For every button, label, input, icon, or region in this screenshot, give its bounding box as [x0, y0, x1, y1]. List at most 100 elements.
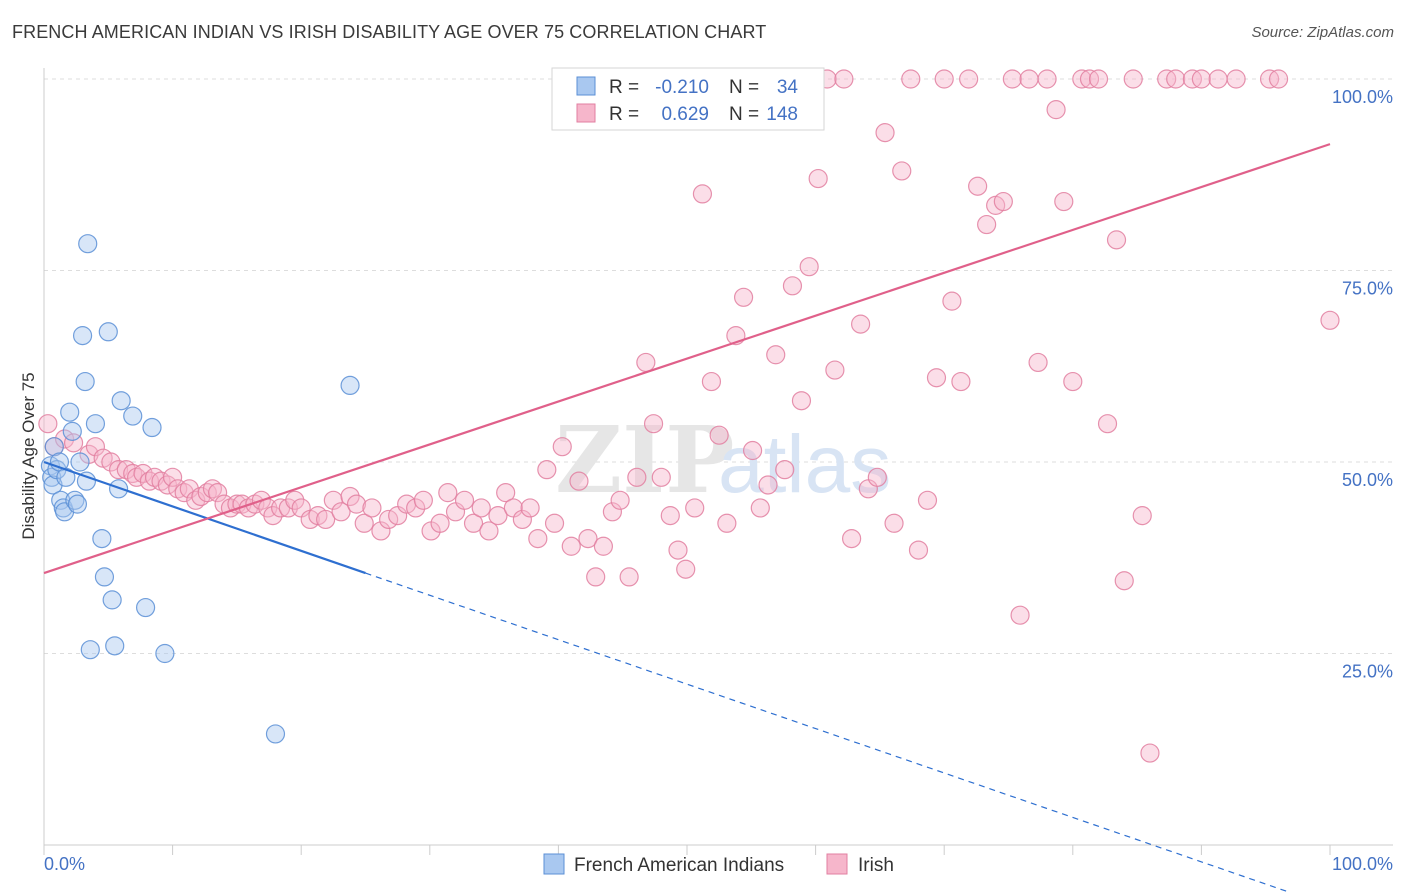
irish-point-59: [463, 513, 484, 533]
grid-lines: [44, 78, 1393, 654]
irish-point-128: [1037, 69, 1057, 89]
bottom-legend-swatch-pink: [826, 853, 848, 875]
irish-point-118: [951, 371, 971, 392]
irish-point-100: [799, 257, 819, 277]
french-american-indian-point-16: [75, 371, 95, 392]
irish-point-108: [867, 467, 887, 487]
irish-point-97: [775, 460, 795, 480]
irish-point-20: [179, 479, 199, 499]
irish-point-93: [742, 440, 763, 461]
irish-point-77: [610, 490, 630, 510]
chart-title: FRENCH AMERICAN INDIAN VS IRISH DISABILI…: [12, 22, 767, 42]
irish-point-47: [362, 498, 382, 518]
x-tick-label-max: 100.0%: [1332, 854, 1393, 874]
french-american-indian-point-22: [94, 567, 115, 587]
irish-point-146: [1226, 69, 1246, 89]
irish-point-90: [717, 513, 737, 533]
french-american-indian-point-25: [105, 636, 125, 656]
irish-point-7: [101, 452, 121, 472]
irish-point-72: [569, 471, 589, 491]
legend: R = -0.210 N = 34 R = 0.629 N = 148: [551, 67, 825, 131]
irish-point-56: [438, 483, 458, 503]
irish-point-76: [602, 502, 623, 522]
irish-point-119: [959, 69, 979, 89]
irish-point-79: [627, 467, 647, 487]
bottom-legend-label-blue: French American Indians: [574, 855, 784, 876]
irish-point-65: [512, 509, 532, 530]
watermark: ZIP atlas: [555, 406, 891, 514]
french-american-indian-point-10: [60, 402, 80, 422]
irish-point-116: [934, 69, 954, 89]
irish-point-70: [552, 437, 572, 457]
legend-n-value-2: 148: [766, 104, 798, 125]
french-american-indian-point-15: [72, 326, 93, 346]
irish-point-10: [123, 463, 143, 484]
blue-trend-line: [43, 460, 366, 575]
irish-point-94: [750, 498, 770, 518]
irish-point-131: [1063, 371, 1083, 392]
y-tick-labels: 100.0% 75.0% 50.0% 25.0%: [1332, 87, 1393, 682]
irish-point-127: [1028, 352, 1048, 373]
legend-swatch-pink: [576, 103, 596, 123]
irish-point-80: [636, 352, 656, 373]
french-american-indian-point-29: [135, 597, 156, 618]
irish-point-149: [1320, 310, 1340, 330]
irish-point-62: [488, 506, 508, 526]
irish-point-63: [496, 483, 516, 503]
irish-point-148: [1268, 69, 1289, 89]
bottom-legend-swatch-blue: [543, 853, 565, 875]
irish-point-125: [1010, 605, 1030, 625]
irish-point-85: [676, 559, 696, 579]
legend-r-value-1: -0.210: [655, 77, 709, 98]
irish-point-98: [782, 276, 803, 296]
bottom-legend: French American Indians Irish: [543, 853, 894, 876]
irish-point-144: [1191, 69, 1212, 89]
irish-point-136: [1106, 230, 1127, 250]
french-american-indian-point-8: [56, 467, 76, 487]
irish-point-46: [354, 513, 374, 533]
irish-point-101: [808, 168, 828, 189]
french-american-indian-point-32: [265, 724, 286, 744]
irish-point-5: [85, 437, 106, 457]
irish-point-45: [346, 494, 367, 514]
irish-point-117: [942, 291, 962, 311]
french-american-indian-point-27: [111, 391, 131, 411]
legend-swatch-blue: [576, 76, 596, 96]
irish-point-43: [331, 502, 351, 522]
irish-point-25: [208, 483, 228, 503]
irish-point-89: [709, 425, 729, 445]
irish-point-81: [643, 414, 664, 434]
irish-point-12: [133, 463, 153, 484]
irish-point-111: [892, 161, 912, 181]
irish-point-124: [1002, 69, 1022, 89]
french-american-indian-point-14: [70, 452, 90, 472]
irish-point-21: [186, 490, 206, 510]
irish-point-114: [917, 490, 938, 510]
french-american-indian-point-31: [155, 643, 175, 664]
french-american-indian-point-11: [62, 421, 82, 441]
french-american-indian-point-24: [102, 590, 122, 610]
french-american-indian-point-3: [44, 437, 64, 457]
irish-point-106: [851, 314, 871, 334]
irish-point-71: [561, 536, 581, 556]
irish-point-134: [1088, 69, 1109, 89]
irish-point-113: [908, 540, 929, 560]
irish-point-17: [163, 467, 183, 487]
bottom-legend-label-pink: Irish: [858, 855, 894, 876]
irish-point-139: [1132, 506, 1152, 526]
irish-point-0: [38, 414, 58, 434]
irish-point-95: [758, 475, 778, 495]
y-tick-label-0: 100.0%: [1332, 87, 1393, 107]
irish-point-138: [1123, 69, 1143, 89]
irish-point-44: [340, 486, 360, 507]
axes: [43, 68, 1393, 855]
irish-point-88: [701, 371, 722, 392]
trend-lines: [43, 143, 1331, 892]
french-american-indian-point-23: [98, 322, 118, 342]
source-label: Source: ZipAtlas.com: [1251, 24, 1394, 41]
irish-point-74: [586, 567, 606, 587]
irish-point-87: [692, 184, 713, 204]
irish-point-34: [263, 506, 283, 526]
french-american-indian-point-20: [85, 414, 106, 434]
irish-point-112: [901, 69, 921, 89]
